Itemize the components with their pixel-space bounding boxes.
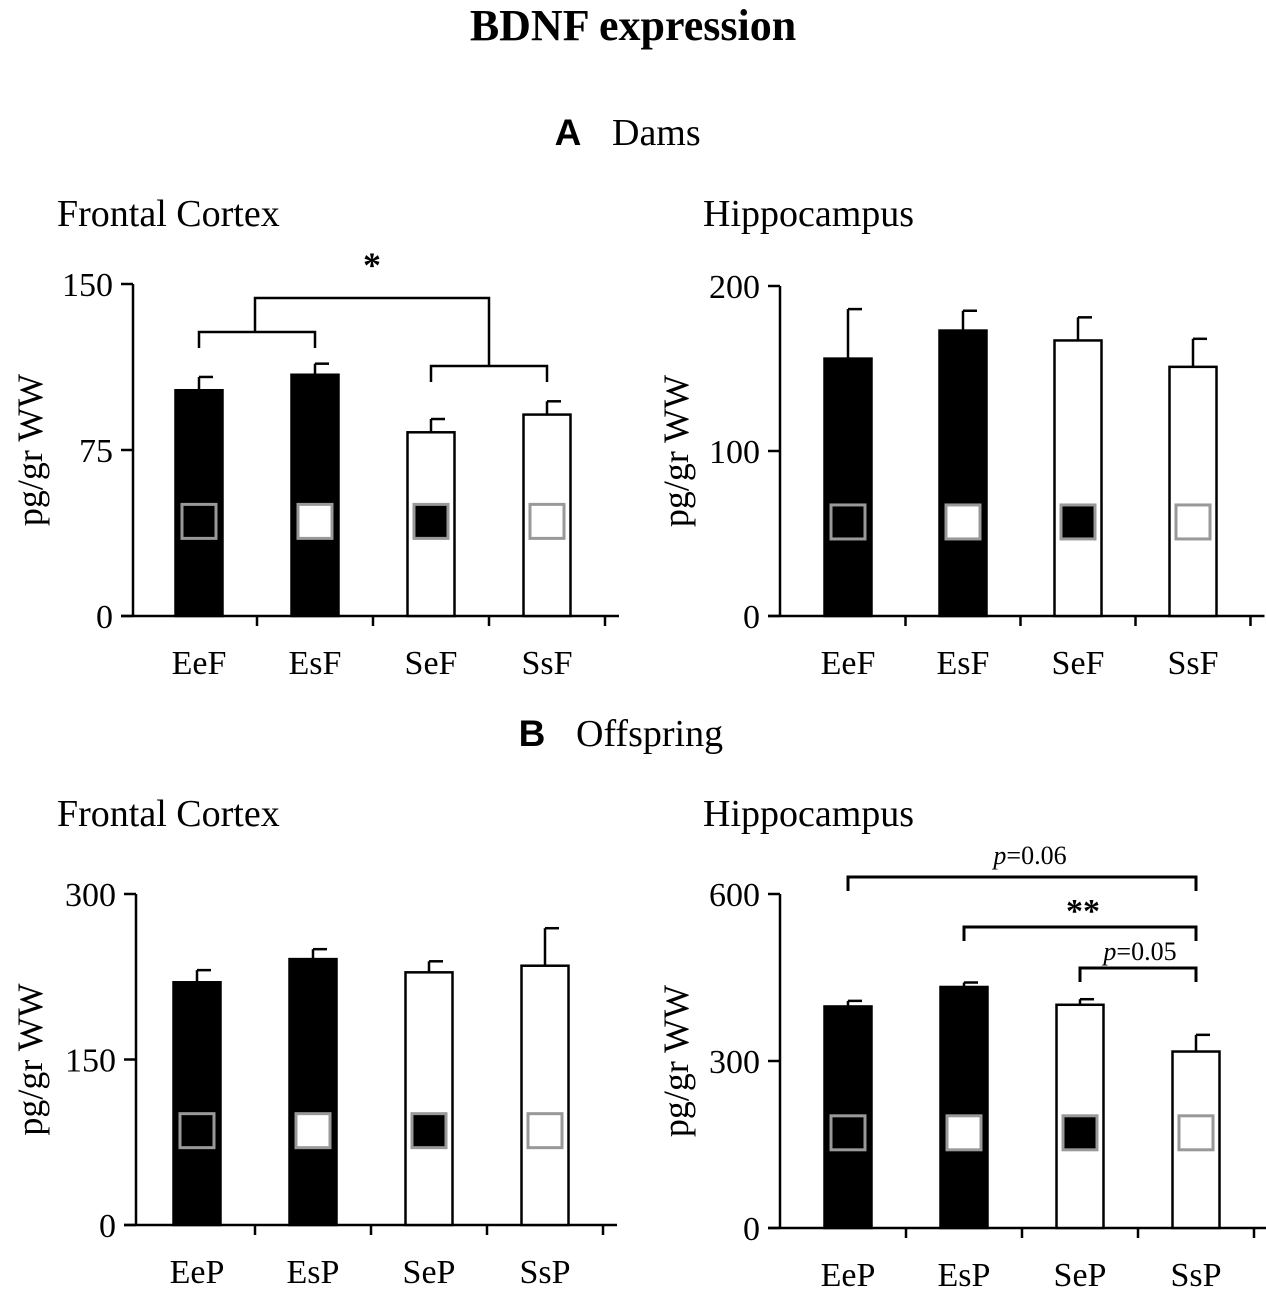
- bar: [290, 373, 340, 618]
- y-tick-label: 0: [743, 599, 760, 636]
- bar: [1053, 339, 1103, 618]
- y-tick-label: 150: [65, 1043, 116, 1080]
- group-marker: [296, 502, 334, 540]
- chart-offspring-frontal-cortex: Frontal Cortex pg/gr WW 0 150 300 EeP EsP SeP Ss…: [10, 793, 617, 1290]
- bar: [288, 957, 338, 1227]
- group-marker: [178, 1112, 216, 1150]
- y-tick-label: 100: [709, 434, 760, 471]
- x-tick-label: SeF: [1052, 645, 1105, 682]
- significance-bracket: [962, 925, 1198, 941]
- x-tick-label: EsP: [287, 1254, 340, 1290]
- group-marker: [945, 1114, 983, 1152]
- group-marker: [829, 1114, 867, 1152]
- significance-label: p=0.06: [991, 841, 1066, 870]
- group-marker: [180, 502, 218, 540]
- x-tick-label: EeF: [172, 645, 227, 682]
- y-axis-label: pg/gr WW: [10, 374, 50, 526]
- bar: [939, 985, 989, 1230]
- section-b-heading: B Offspring: [519, 713, 723, 755]
- bar: [172, 981, 222, 1227]
- significance-label: *: [363, 245, 381, 285]
- y-axis-label: pg/gr WW: [10, 983, 50, 1135]
- bar: [520, 964, 570, 1227]
- x-tick-label: SeP: [403, 1254, 456, 1290]
- bar: [938, 329, 988, 618]
- chart-title: Hippocampus: [703, 193, 914, 235]
- x-tick-label: SsF: [1167, 645, 1218, 682]
- y-tick-label: 150: [62, 267, 113, 304]
- x-tick-label: SsP: [519, 1254, 570, 1290]
- figure-title: BDNF expression: [470, 1, 796, 50]
- significance-bracket: [197, 330, 317, 348]
- y-tick-label: 600: [709, 877, 760, 914]
- significance-label: p=0.05: [1101, 937, 1176, 966]
- x-tick-label: EeP: [821, 1257, 876, 1290]
- section-a-letter: A: [555, 112, 582, 153]
- group-marker: [1059, 503, 1097, 541]
- significance-label: **: [1066, 893, 1100, 930]
- group-marker: [829, 503, 867, 541]
- y-tick-label: 0: [99, 1208, 116, 1245]
- significance-bracket: [1078, 966, 1198, 982]
- x-tick-label: SsP: [1170, 1257, 1221, 1290]
- chart-dams-hippocampus: Hippocampus pg/gr WW 0 100 200 EeF EsF SeF SsF: [656, 193, 1265, 682]
- y-tick-label: 0: [743, 1211, 760, 1248]
- group-marker: [944, 503, 982, 541]
- group-marker: [294, 1112, 332, 1150]
- y-axis-label: pg/gr WW: [656, 375, 696, 527]
- section-b-label: Offspring: [576, 713, 723, 755]
- x-tick-label: SeP: [1054, 1257, 1107, 1290]
- x-tick-label: EsF: [937, 645, 990, 682]
- significance-bracket: [846, 875, 1198, 891]
- bar: [823, 357, 873, 618]
- x-tick-label: SeF: [405, 645, 458, 682]
- y-tick-label: 300: [65, 877, 116, 914]
- group-marker: [412, 502, 450, 540]
- x-tick-label: EsF: [289, 645, 342, 682]
- chart-title: Hippocampus: [703, 793, 914, 835]
- group-marker: [1174, 503, 1212, 541]
- y-tick-label: 200: [709, 269, 760, 306]
- y-tick-label: 0: [96, 599, 113, 636]
- x-tick-label: EeF: [821, 645, 876, 682]
- group-marker: [528, 502, 566, 540]
- significance-bracket: [253, 296, 491, 366]
- group-marker: [1061, 1114, 1099, 1152]
- bar: [404, 971, 454, 1227]
- y-tick-label: 75: [79, 433, 113, 470]
- section-a-label: Dams: [612, 112, 701, 154]
- bar: [1168, 365, 1218, 618]
- y-tick-label: 300: [709, 1044, 760, 1081]
- x-tick-label: EsP: [938, 1257, 991, 1290]
- chart-title: Frontal Cortex: [57, 793, 280, 835]
- group-marker: [410, 1112, 448, 1150]
- group-marker: [1177, 1114, 1215, 1152]
- section-a-heading: A Dams: [555, 112, 701, 154]
- y-axis-label: pg/gr WW: [656, 985, 696, 1137]
- group-marker: [526, 1112, 564, 1150]
- significance-bracket: [429, 364, 549, 382]
- section-b-letter: B: [519, 713, 546, 754]
- chart-offspring-hippocampus: Hippocampus pg/gr WW 0 300 600 EeP EsP SeP SsP p=…: [656, 793, 1266, 1290]
- x-tick-label: EeP: [170, 1254, 225, 1290]
- chart-title: Frontal Cortex: [57, 193, 280, 235]
- chart-dams-frontal-cortex: Frontal Cortex pg/gr WW 0 75 150 EeF EsF SeF SsF…: [10, 193, 619, 682]
- x-tick-label: SsF: [521, 645, 572, 682]
